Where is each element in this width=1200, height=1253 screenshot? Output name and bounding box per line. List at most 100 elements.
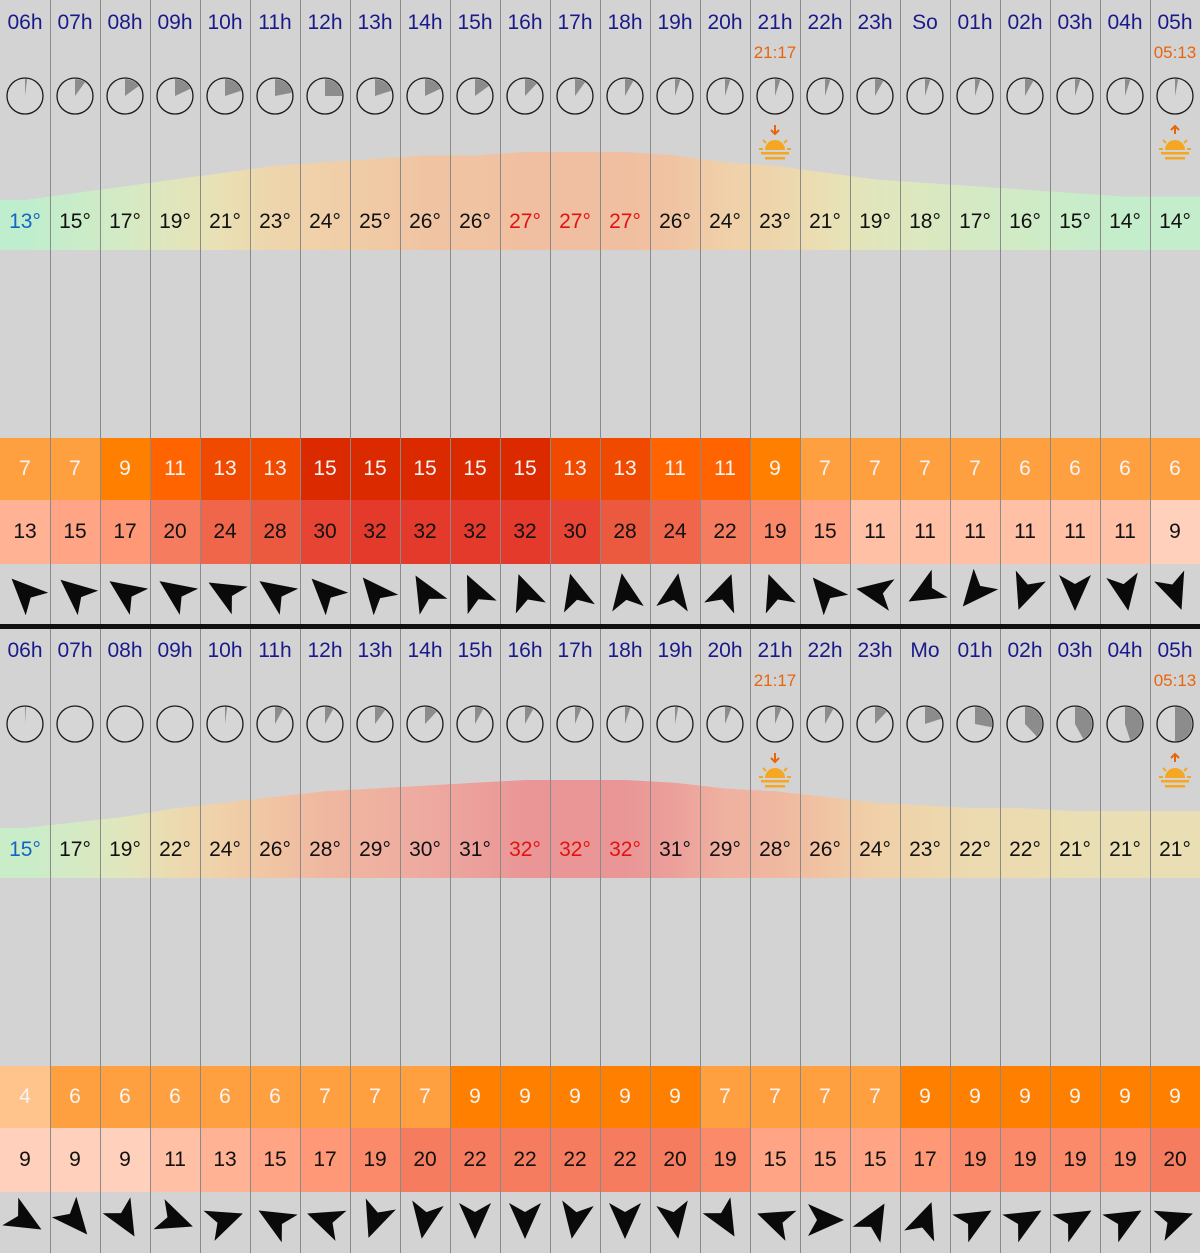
clock-icon <box>556 705 594 743</box>
hour-label: 11h <box>258 639 292 662</box>
clock-icon <box>206 77 244 115</box>
wind-gust-value: 20 <box>1150 1128 1200 1192</box>
wind-direction-cell <box>350 1193 400 1253</box>
clock-icon <box>1056 77 1094 115</box>
wind-direction-arrow-icon <box>258 1210 298 1243</box>
clock-cell <box>350 704 400 743</box>
hour-label: 23h <box>857 639 893 662</box>
wind-direction-arrow-icon <box>412 1200 444 1239</box>
wind-direction-arrow-icon <box>904 1202 935 1242</box>
temperature-value: 31° <box>659 838 691 861</box>
clock-cell <box>200 76 250 115</box>
wind-direction-arrow-icon <box>1102 1210 1142 1243</box>
wind-direction-arrow-icon <box>102 1197 135 1237</box>
temperature-value: 32° <box>559 838 591 861</box>
wind-gust-value: 17 <box>300 1128 350 1192</box>
wind-gust-value: 19 <box>700 1128 750 1192</box>
sunset-time: 21:17 <box>753 43 797 62</box>
wind-speed-value: 15 <box>400 438 450 500</box>
wind-direction-arrow-icon <box>415 575 448 615</box>
wind-direction-arrow-icon <box>153 1199 193 1230</box>
clock-cell <box>800 76 850 115</box>
clock-cell <box>900 76 950 115</box>
wind-speed-value: 4 <box>0 1066 50 1128</box>
hour-label: 09h <box>157 639 193 662</box>
hour-label: 06h <box>7 11 43 34</box>
hour-label: 18h <box>607 639 643 662</box>
temperature-value: 26° <box>459 210 491 233</box>
temperature-value: 28° <box>759 838 791 861</box>
clock-icon <box>6 77 44 115</box>
hour-label: 01h <box>957 639 993 662</box>
wind-direction-arrow-icon <box>1002 1210 1042 1243</box>
wind-direction-cell <box>750 1193 800 1253</box>
wind-speed-value: 7 <box>800 1066 850 1128</box>
wind-speed-value: 13 <box>250 438 300 500</box>
temperature-value: 17° <box>959 210 991 233</box>
clock-cell <box>1050 76 1100 115</box>
wind-speed-row: 7 7 9 11 13 13 15 15 15 15 15 13 13 11 11 9 7 7 7 7 6 6 6 6 <box>0 438 1200 500</box>
wind-direction-arrow-icon <box>1154 570 1185 610</box>
wind-direction-cell <box>250 565 300 625</box>
clock-cell <box>100 76 150 115</box>
temperature-row: 15° 17° 19° 22° 24° 26° 28° 29° 30° 31° 32° 32° 32° 3… <box>0 838 1200 868</box>
wind-direction-arrow-icon <box>52 1197 88 1235</box>
hour-label: 12h <box>307 639 343 662</box>
wind-direction-cell <box>550 565 600 625</box>
hour-label: 17h <box>557 11 593 34</box>
hour-label: 20h <box>707 639 743 662</box>
wind-direction-arrow-icon <box>852 1203 885 1243</box>
wind-gust-value: 15 <box>800 1128 850 1192</box>
clock-cell <box>950 704 1000 743</box>
hour-label: 08h <box>107 639 143 662</box>
clock-icon <box>1106 705 1144 743</box>
temperature-value: 14° <box>1159 210 1191 233</box>
temperature-value: 31° <box>459 838 491 861</box>
temperature-value: 29° <box>359 838 391 861</box>
wind-gust-value: 22 <box>550 1128 600 1192</box>
wind-direction-arrow-icon <box>1153 1210 1193 1241</box>
clock-cell <box>550 704 600 743</box>
wind-direction-cell <box>850 1193 900 1253</box>
hour-label: So <box>912 11 938 34</box>
clock-icon <box>1006 77 1044 115</box>
wind-direction-cell <box>550 1193 600 1253</box>
wind-gust-value: 17 <box>100 500 150 564</box>
wind-direction-arrow-icon <box>208 582 248 615</box>
clock-cell <box>400 76 450 115</box>
hour-label: 07h <box>57 11 93 34</box>
temperature-value: 13° <box>9 210 41 233</box>
wind-speed-value: 7 <box>0 438 50 500</box>
temperature-value: 21° <box>1059 838 1091 861</box>
hour-label: 03h <box>1057 639 1093 662</box>
temperature-value: 17° <box>109 210 141 233</box>
wind-gust-value: 15 <box>50 500 100 564</box>
clock-icon <box>606 77 644 115</box>
wind-gust-value: 9 <box>50 1128 100 1192</box>
day-panel-2: 06h 07h 08h 09h 10h 11h 12h 13h 14h 15h 16h 17h 18h 1… <box>0 628 1200 1253</box>
wind-gust-value: 20 <box>150 500 200 564</box>
wind-direction-cell <box>50 565 100 625</box>
temperature-value: 25° <box>359 210 391 233</box>
hour-label: 16h <box>507 639 543 662</box>
temperature-value: 17° <box>59 838 91 861</box>
temperature-value: 23° <box>909 838 941 861</box>
clock-icon <box>606 705 644 743</box>
wind-speed-value: 7 <box>800 438 850 500</box>
temperature-value: 15° <box>59 210 91 233</box>
hour-label: 05h <box>1157 11 1193 34</box>
temperature-value: 27° <box>509 210 541 233</box>
temperature-value: 21° <box>809 210 841 233</box>
clock-cell <box>650 76 700 115</box>
wind-gust-value: 15 <box>250 1128 300 1192</box>
clock-icon <box>206 705 244 743</box>
clock-cell <box>850 76 900 115</box>
wind-gust-value: 19 <box>1000 1128 1050 1192</box>
sunrise-icon <box>1159 752 1191 788</box>
clock-icon <box>156 705 194 743</box>
wind-gust-value: 22 <box>450 1128 500 1192</box>
wind-direction-arrow-icon <box>11 578 48 615</box>
clock-cell <box>850 704 900 743</box>
wind-speed-value: 6 <box>200 1066 250 1128</box>
temperature-value: 18° <box>909 210 941 233</box>
